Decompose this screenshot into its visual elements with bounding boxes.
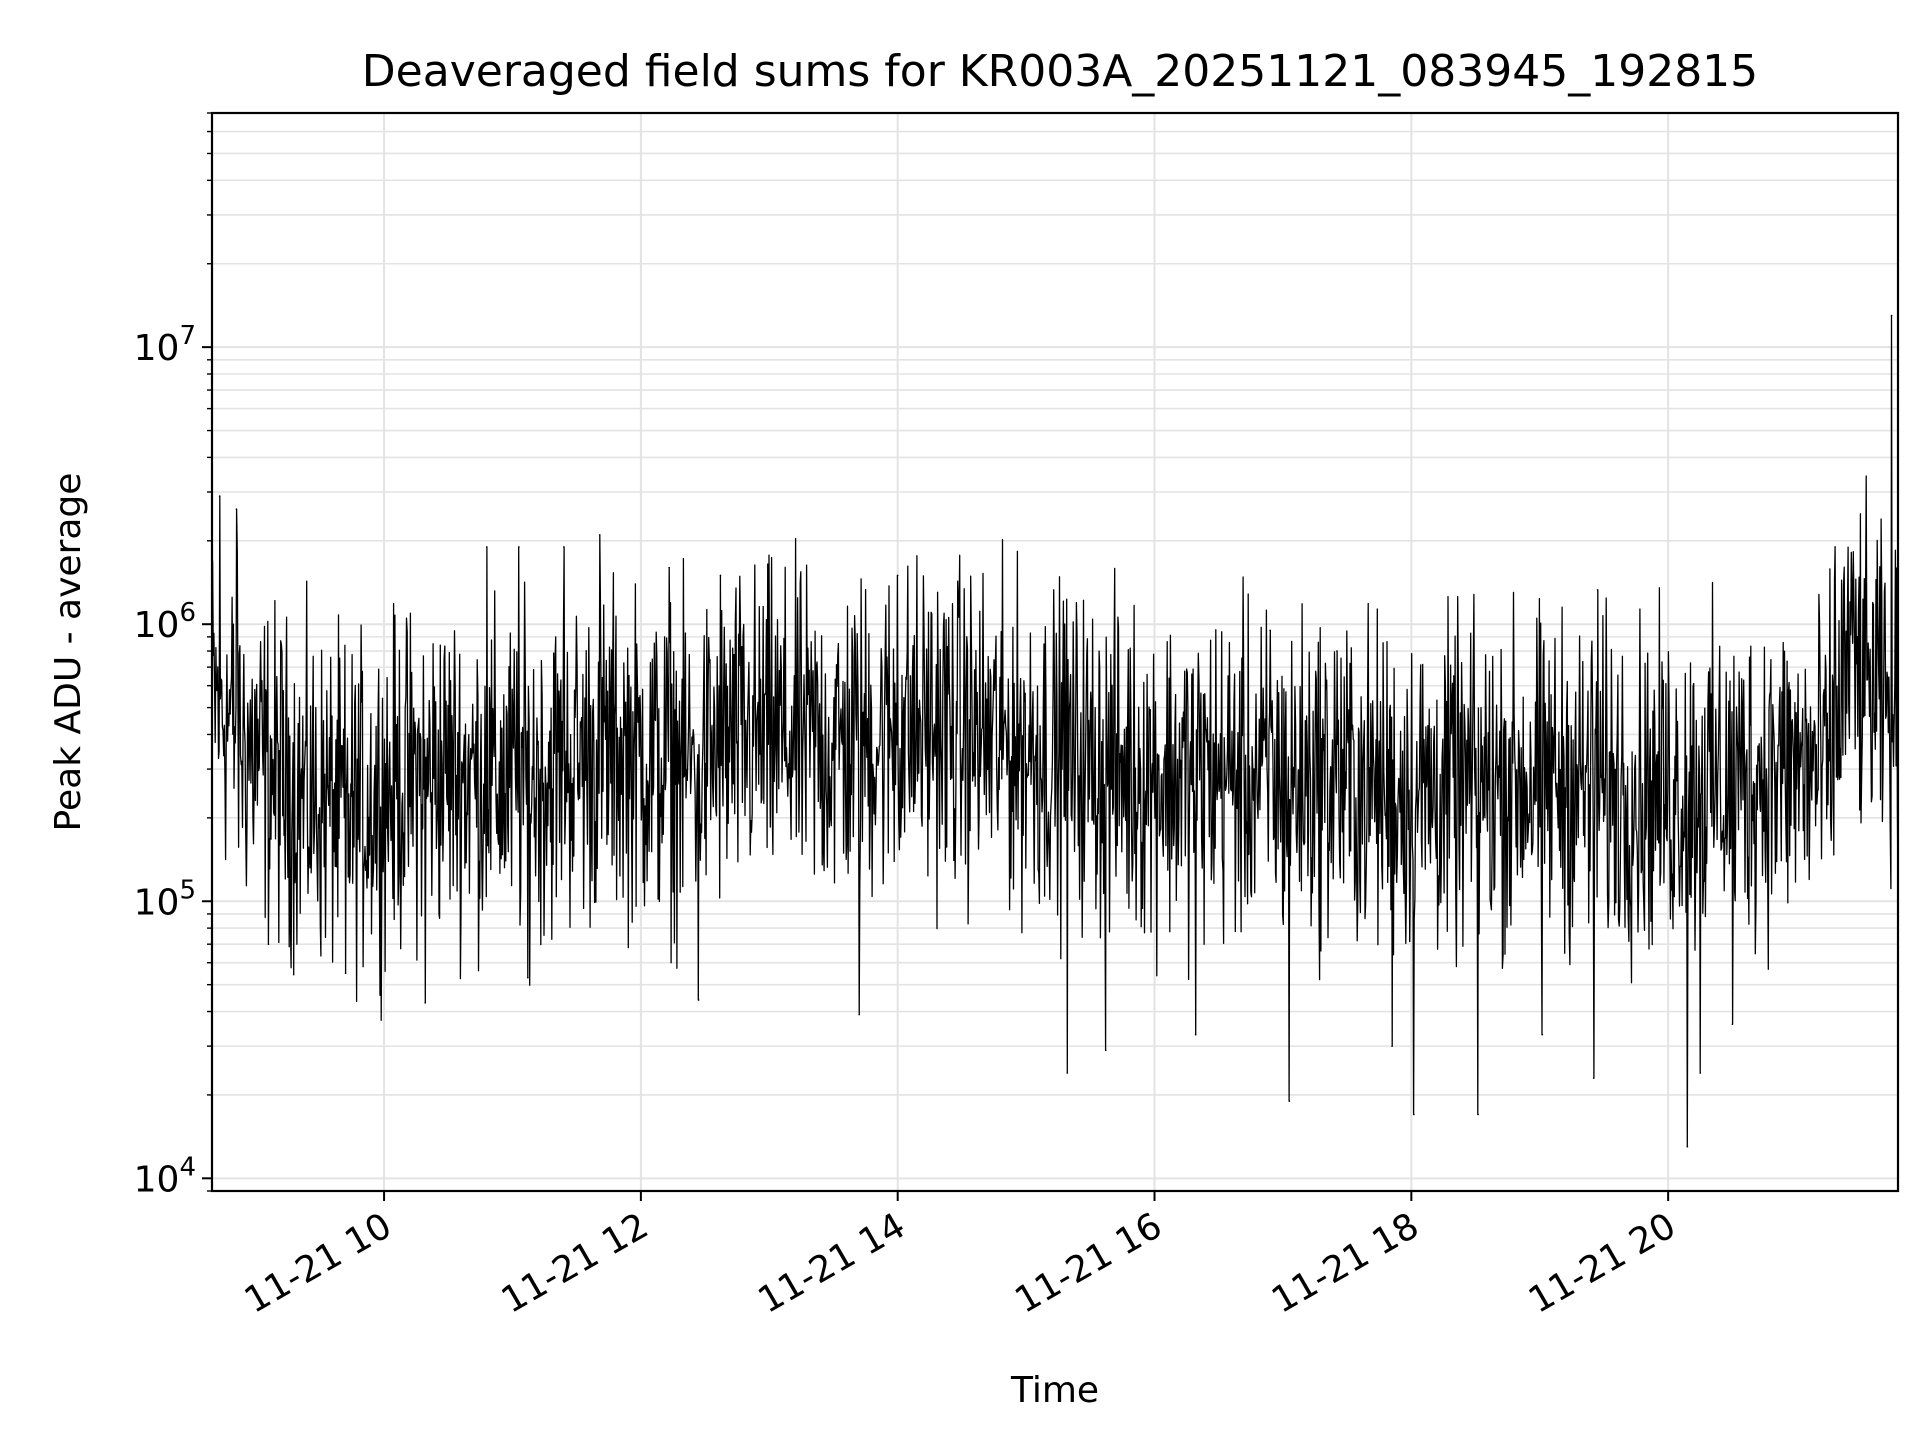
spike-high-point xyxy=(1269,629,1271,632)
spike-high-point xyxy=(218,495,221,497)
spike-high-point xyxy=(719,574,722,577)
spike-high-point xyxy=(235,508,238,511)
y-axis-label: Peak ADU - average xyxy=(48,473,89,832)
spike-high-point xyxy=(485,546,488,548)
spike-high-point xyxy=(598,534,601,536)
spike-high-point xyxy=(563,546,565,548)
spike-high-point xyxy=(1834,546,1836,548)
spike-high-point xyxy=(518,546,520,548)
spike-low-point xyxy=(1731,1023,1734,1025)
spike-high-point xyxy=(1452,675,1455,677)
spike-low-point xyxy=(1194,1033,1197,1036)
spike-low-point xyxy=(527,976,529,979)
spike-low-point xyxy=(1104,1049,1107,1052)
spike-high-point xyxy=(1890,314,1893,317)
spike-low-point xyxy=(1288,1100,1291,1102)
chart-title: Deaveraged field sums for KR003A_2025112… xyxy=(362,46,1758,97)
spike-low-point xyxy=(1477,1113,1479,1116)
x-axis-label: Time xyxy=(1010,1370,1099,1411)
spike-high-point xyxy=(668,566,670,569)
spike-high-point xyxy=(896,574,899,577)
spike-low-point xyxy=(344,972,347,974)
spike-low-point xyxy=(1391,1045,1393,1047)
spike-low-point xyxy=(1066,1072,1068,1074)
spike-low-point xyxy=(267,943,270,945)
y-tick-label: 106 xyxy=(134,598,196,646)
plot-frame xyxy=(210,111,1900,1193)
spike-low-point xyxy=(697,999,700,1001)
spike-low-point xyxy=(1686,1145,1689,1148)
spike-high-point xyxy=(1596,589,1599,591)
spike-high-point xyxy=(1336,650,1338,652)
y-tick-label: 105 xyxy=(134,875,196,923)
spike-low-point xyxy=(1699,1072,1702,1074)
spike-low-point xyxy=(858,1013,860,1016)
series-line xyxy=(211,314,1899,1148)
spike-low-point xyxy=(424,1002,426,1004)
plot-area xyxy=(210,111,1900,1193)
spike-low-point xyxy=(1592,1077,1595,1079)
y-tick-label: 104 xyxy=(134,1152,196,1200)
spike-low-point xyxy=(1541,1033,1544,1036)
y-axis: 104 105 106 107 xyxy=(134,112,212,1200)
y-tick-label: 107 xyxy=(134,321,196,369)
series-layer xyxy=(211,314,1899,1148)
spike-low-point xyxy=(1413,1113,1415,1116)
spike-high-point xyxy=(1063,623,1066,626)
